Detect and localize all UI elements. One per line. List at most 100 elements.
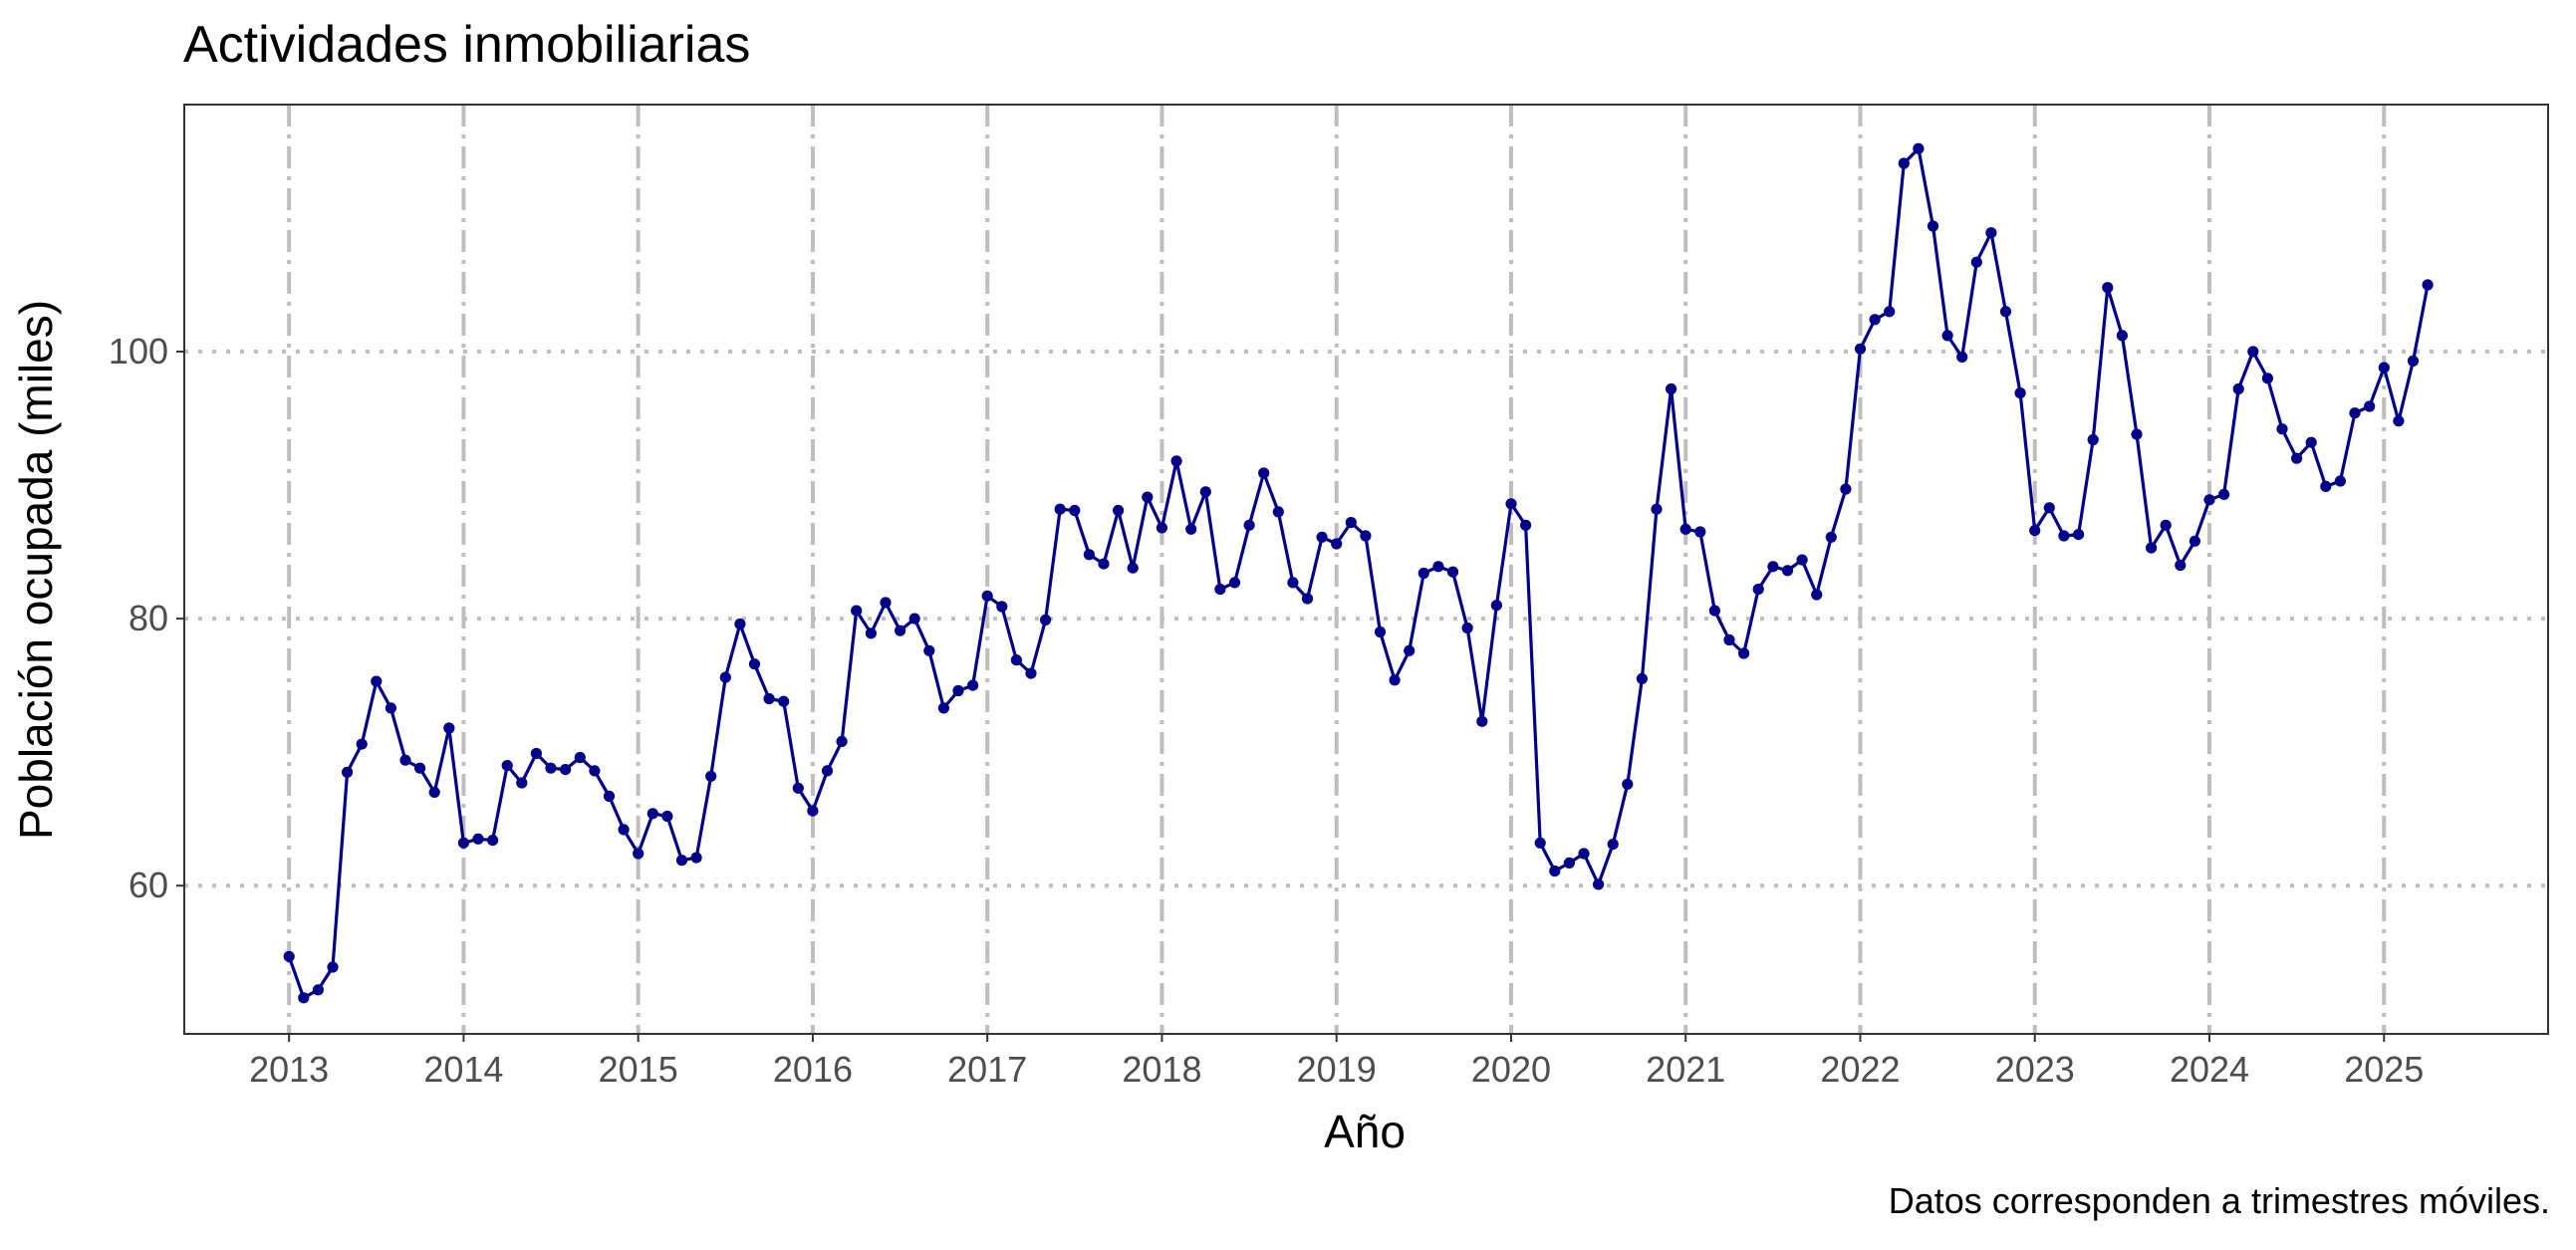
data-point — [2407, 355, 2420, 367]
data-point — [763, 692, 775, 705]
data-point — [748, 658, 761, 670]
plot-panel-border — [183, 104, 2549, 1035]
data-point — [967, 679, 979, 691]
data-point — [356, 738, 368, 750]
y-tick-label: 60 — [129, 865, 168, 905]
data-point — [1476, 715, 1488, 727]
data-point — [618, 824, 630, 836]
data-point — [1549, 865, 1561, 877]
data-point — [1854, 343, 1867, 355]
data-point — [472, 833, 484, 845]
data-point — [1156, 522, 1167, 534]
data-point — [1694, 526, 1706, 538]
data-point — [1752, 584, 1764, 596]
data-point — [661, 810, 673, 823]
data-point — [1985, 227, 1997, 239]
data-point — [836, 735, 848, 748]
data-point — [1345, 517, 1357, 529]
data-point — [2422, 279, 2434, 291]
x-tick-label: 2015 — [599, 1049, 678, 1090]
data-point — [1651, 503, 1663, 515]
data-point — [2320, 480, 2332, 492]
data-point — [1374, 625, 1387, 638]
data-point — [1534, 837, 1546, 849]
data-point — [574, 751, 586, 764]
data-point — [443, 722, 455, 734]
data-point — [937, 702, 950, 714]
data-point — [734, 618, 746, 630]
data-point — [792, 782, 804, 794]
data-point — [1622, 778, 1634, 790]
chart-caption: Datos corresponden a trimestres móviles. — [1889, 1180, 2550, 1221]
data-point — [1272, 506, 1284, 518]
x-tick-label: 2013 — [249, 1049, 329, 1090]
data-point — [675, 855, 688, 867]
data-point — [1840, 483, 1852, 495]
data-point — [2160, 519, 2172, 531]
data-point — [414, 762, 426, 774]
data-point — [690, 852, 702, 864]
x-tick-label: 2017 — [947, 1049, 1027, 1090]
y-axis-title: Población ocupada (miles) — [10, 300, 62, 840]
data-point — [1040, 614, 1052, 626]
data-point — [312, 984, 324, 996]
data-point — [895, 625, 906, 636]
data-point — [1578, 848, 1590, 860]
data-point — [1811, 589, 1823, 601]
data-point — [633, 848, 644, 860]
data-point — [2276, 423, 2288, 435]
horizontal-gridlines — [184, 349, 2548, 888]
data-point — [1069, 504, 1081, 517]
data-point — [428, 786, 440, 799]
data-point — [1025, 667, 1037, 679]
data-point — [2043, 502, 2055, 514]
data-point — [1360, 530, 1372, 542]
data-point — [705, 770, 717, 782]
data-point — [2131, 428, 2143, 440]
data-point — [1287, 577, 1299, 589]
data-point — [2218, 488, 2230, 500]
x-tick-label: 2021 — [1646, 1049, 1725, 1090]
data-point — [1461, 622, 1473, 634]
data-point — [2393, 415, 2405, 427]
data-point — [1243, 519, 1255, 531]
data-point — [1593, 878, 1605, 890]
data-point — [1999, 306, 2012, 318]
data-point — [778, 695, 790, 707]
x-tick-label: 2014 — [423, 1049, 503, 1090]
data-point — [2261, 373, 2273, 384]
data-point — [399, 754, 411, 766]
y-axis-ticks: 60 80 100 — [109, 331, 184, 905]
data-point — [1199, 486, 1211, 498]
data-point — [865, 627, 878, 639]
data-point — [298, 992, 310, 1004]
data-point — [1505, 498, 1517, 510]
data-point — [2116, 330, 2128, 342]
chart-title: Actividades inmobiliarias — [183, 16, 750, 74]
data-point — [1520, 519, 1532, 531]
data-point — [2058, 530, 2070, 542]
data-point — [1127, 562, 1139, 574]
data-point — [487, 835, 499, 847]
data-point — [589, 765, 601, 777]
data-point — [1738, 647, 1750, 659]
data-point — [646, 808, 658, 820]
data-point — [1083, 549, 1095, 561]
data-point — [2175, 559, 2187, 572]
data-point — [996, 601, 1008, 613]
data-point — [719, 671, 731, 683]
data-point — [283, 950, 295, 962]
data-point — [1825, 531, 1837, 543]
data-point — [371, 675, 383, 687]
data-point — [2014, 387, 2026, 399]
data-point — [981, 590, 993, 602]
data-point — [1898, 157, 1910, 169]
data-point — [1708, 605, 1720, 617]
data-point — [1331, 538, 1343, 550]
data-point — [342, 766, 354, 778]
data-point — [1796, 554, 1808, 566]
data-point — [2146, 542, 2158, 554]
x-tick-label: 2024 — [2170, 1049, 2249, 1090]
data-point — [908, 613, 920, 625]
y-tick-label: 100 — [109, 331, 168, 372]
